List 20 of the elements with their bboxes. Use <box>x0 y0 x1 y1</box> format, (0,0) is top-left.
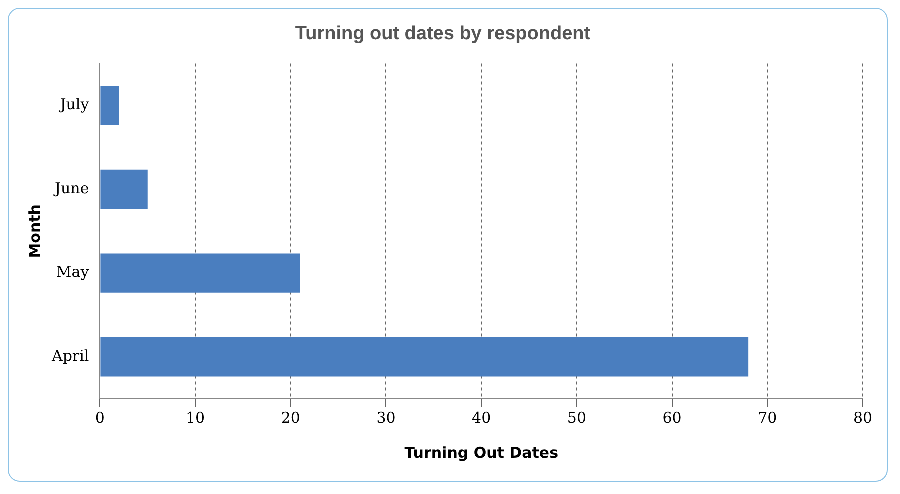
x-tick-label: 80 <box>853 408 873 427</box>
x-axis-title: Turning Out Dates <box>404 444 559 462</box>
bar <box>100 170 148 210</box>
x-tick-label: 20 <box>281 408 300 427</box>
y-tick-label: May <box>56 263 90 282</box>
chart-title: Turning out dates by respondent <box>295 24 592 45</box>
y-tick-label: July <box>58 96 90 114</box>
x-tick-label: 0 <box>95 408 105 427</box>
x-tick-label: 30 <box>376 408 396 427</box>
x-tick-label: 40 <box>472 408 492 427</box>
x-tick-label: 50 <box>567 408 586 427</box>
bar <box>100 86 120 126</box>
x-tick-label: 10 <box>186 408 206 427</box>
x-tick-label: 70 <box>758 408 778 427</box>
y-tick-label: April <box>50 346 90 365</box>
y-axis-title: Month <box>26 204 44 258</box>
bar <box>100 338 749 377</box>
bar <box>100 254 300 293</box>
x-tick-label: 60 <box>662 408 682 427</box>
y-tick-label: June <box>52 179 90 198</box>
